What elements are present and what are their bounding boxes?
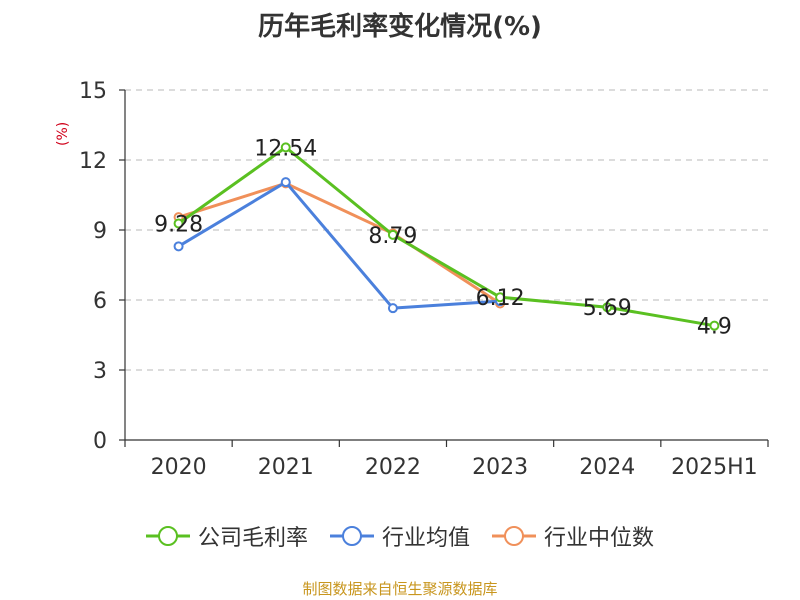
series-line [178,181,501,305]
data-label: 12.54 [254,136,317,161]
y-tick-label: 3 [93,359,107,384]
data-point [387,303,398,314]
legend-label: 公司毛利率 [197,526,308,551]
data-label: 5.69 [583,296,632,321]
legend-label: 行业中位数 [544,526,655,551]
legend-item-1[interactable]: 公司毛利率 [145,520,308,552]
legend-label: 行业均值 [381,526,470,551]
legend-swatch [329,526,374,546]
y-tick-label: 6 [93,289,107,314]
series-line [177,145,715,328]
series-1 [173,142,720,331]
data-label: 6.12 [476,286,525,311]
y-tick-label: 9 [93,219,107,244]
data-label: 8.79 [368,224,417,249]
data-point [280,177,291,188]
legend-swatch-marker [157,526,178,546]
data-labels: 9.28 12.54 8.79 6.12 5.69 4.9 [154,136,732,339]
x-tick-label: 2025H1 [671,455,758,480]
data-point [387,229,398,240]
y-tick-label: 15 [79,79,107,104]
series-2 [173,177,506,314]
series-line [177,180,501,310]
chart-title: 历年毛利率变化情况(%) [258,12,542,42]
x-tick-label: 2021 [258,455,314,480]
data-label: 9.28 [154,212,203,237]
data-point [173,218,184,229]
data-label: 4.9 [697,315,732,340]
data-point [709,320,720,331]
legend-item-2[interactable]: 行业均值 [329,520,470,552]
x-tick-label: 2024 [579,455,635,480]
x-tick-label: 2022 [365,455,421,480]
data-point [602,302,613,313]
x-tick-label: 2023 [472,455,528,480]
source-note: 制图数据来自恒生聚源数据库 [302,580,498,598]
y-tick-label: 12 [79,149,107,174]
data-point [495,292,506,303]
legend: 公司毛利率 行业均值 行业中位数 [0,520,800,552]
legend-swatch [492,526,536,546]
data-point [173,241,184,252]
x-tick-label: 2020 [151,455,207,480]
legend-swatch [145,526,190,546]
y-tick-label: 0 [93,429,107,454]
legend-swatch-marker [341,526,362,546]
legend-swatch-marker [504,526,524,546]
grid-lines [125,89,768,371]
axes: 0 3 6 9 12 15 2020 2021 2022 2023 2024 2025H1 [79,79,769,480]
data-point [280,142,291,153]
legend-item-3[interactable]: 行业中位数 [492,520,654,552]
series-lines [173,142,720,331]
